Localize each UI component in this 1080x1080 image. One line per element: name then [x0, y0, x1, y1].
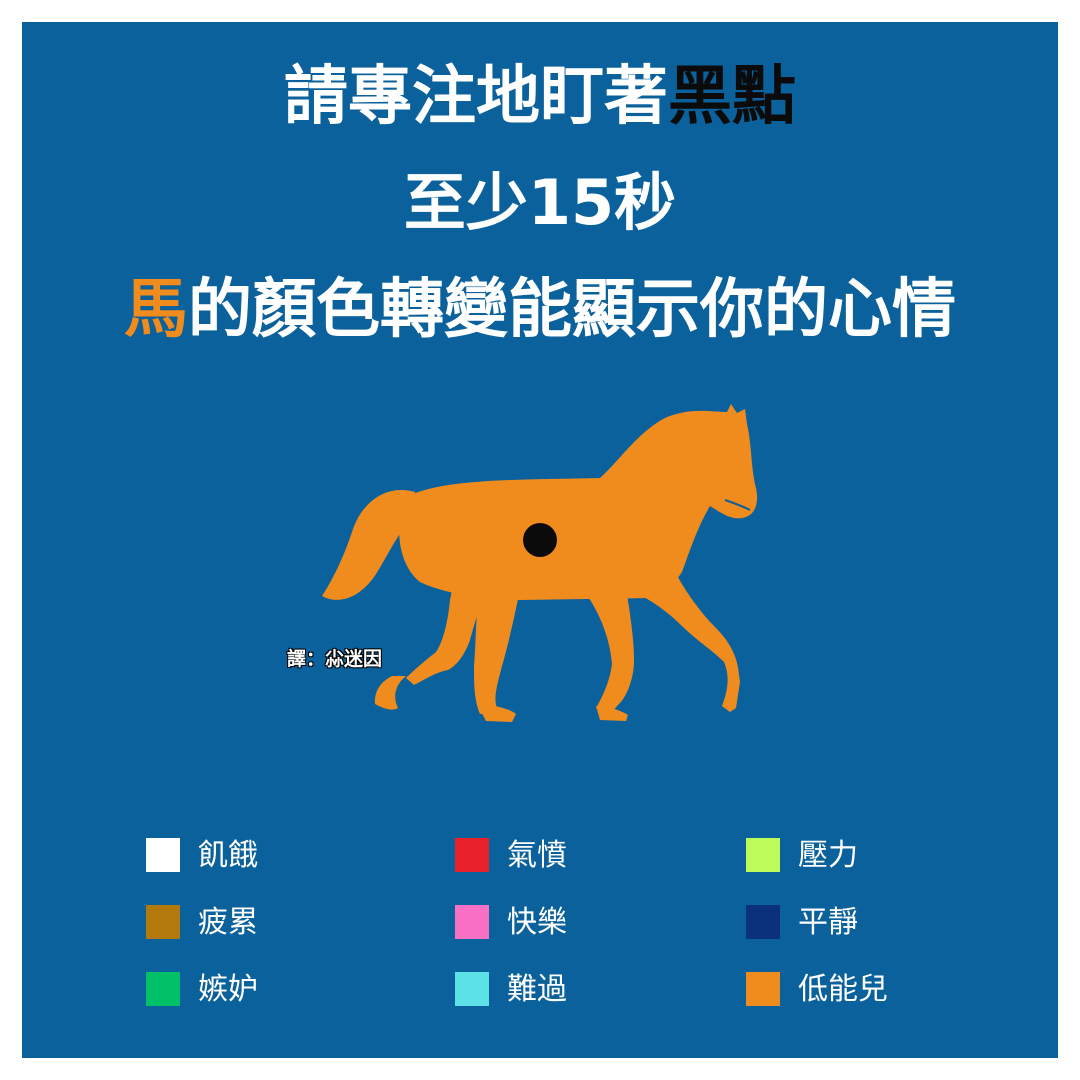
- legend-swatch: [455, 838, 489, 872]
- legend-label: 低能兒: [798, 972, 888, 1007]
- legend-label: 飢餓: [198, 838, 258, 873]
- legend-swatch: [146, 838, 180, 872]
- legend-swatch: [455, 905, 489, 939]
- title-highlight-black-dot: 黑點: [668, 60, 796, 134]
- title-line-1: 請專注地盯著黑點: [0, 62, 1080, 132]
- legend-swatch: [455, 972, 489, 1006]
- legend-swatch: [146, 972, 180, 1006]
- title-line-2: 至少15秒: [403, 166, 677, 239]
- legend-label: 平靜: [798, 905, 858, 940]
- legend-swatch: [746, 972, 780, 1006]
- legend-swatch: [746, 905, 780, 939]
- legend-label: 疲累: [198, 905, 258, 940]
- legend-label: 壓力: [798, 838, 858, 873]
- title-line-3: 馬的顏色轉變能顯示你的心情: [0, 272, 1080, 348]
- focus-dot: [523, 523, 557, 557]
- legend-label: 氣憤: [507, 838, 567, 873]
- title-highlight-horse: 馬: [124, 273, 188, 347]
- title-line-1-text: 請專注地盯著: [284, 60, 668, 134]
- translator-credit: 譯：尛迷因: [287, 648, 383, 670]
- legend-label: 嫉妒: [198, 972, 258, 1007]
- legend-label: 快樂: [507, 905, 567, 940]
- legend-label: 難過: [507, 972, 567, 1007]
- horse-silhouette: [322, 404, 758, 722]
- legend-swatch: [146, 905, 180, 939]
- legend-swatch: [746, 838, 780, 872]
- title-line-3-text: 的顏色轉變能顯示你的心情: [188, 273, 956, 347]
